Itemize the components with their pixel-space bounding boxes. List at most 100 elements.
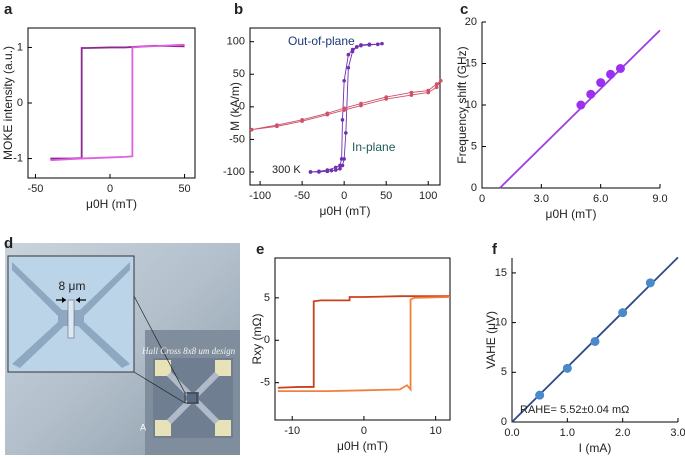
data-point xyxy=(338,166,342,171)
y-tick-label: 10 xyxy=(495,317,507,329)
data-point xyxy=(367,43,372,47)
image-marker: A xyxy=(140,422,146,432)
y-tick-label: 50 xyxy=(233,68,245,80)
x-tick-label: -100 xyxy=(249,190,271,202)
data-point xyxy=(339,157,344,161)
y-axis-label: Rxy (mΩ) xyxy=(250,314,264,365)
x-tick-label: -10 xyxy=(284,425,300,437)
series-line xyxy=(277,296,451,393)
data-point xyxy=(350,49,355,54)
data-point xyxy=(586,89,596,99)
x-tick-label: 1.0 xyxy=(560,427,575,439)
y-tick-label: 15 xyxy=(465,57,477,69)
y-tick-label: 0 xyxy=(501,416,507,428)
x-axis-label: μ0H (mT) xyxy=(546,207,597,221)
y-tick-label: 5 xyxy=(501,366,507,378)
series-label: In-plane xyxy=(352,140,396,154)
data-point xyxy=(333,165,338,170)
x-tick-label: 9.0 xyxy=(652,193,667,205)
data-point xyxy=(354,45,359,49)
x-tick-label: 50 xyxy=(178,183,190,195)
y-tick-label: 10 xyxy=(465,99,477,111)
plot-frame xyxy=(27,27,196,179)
y-tick-label: -100 xyxy=(223,166,245,178)
data-point xyxy=(426,88,431,93)
data-point xyxy=(325,111,330,116)
data-point xyxy=(562,363,572,373)
annotation: 300 K xyxy=(272,164,301,176)
data-point xyxy=(375,42,380,47)
y-tick-label: 1 xyxy=(17,41,23,53)
y-tick-label: -5 xyxy=(260,377,270,389)
x-tick-label: 3.0 xyxy=(534,193,549,205)
x-axis-label: μ0H (mT) xyxy=(86,197,137,211)
data-point xyxy=(409,93,414,97)
data-point xyxy=(409,90,414,95)
y-tick-label: 0 xyxy=(471,182,477,194)
data-point xyxy=(300,118,304,122)
y-tick-label: -50 xyxy=(229,133,245,145)
data-point xyxy=(645,278,655,288)
y-tick-label: 0 xyxy=(17,97,23,109)
panel-letter: a xyxy=(4,1,13,18)
data-point xyxy=(615,63,625,73)
series-label: Out-of-plane xyxy=(288,34,355,48)
data-point xyxy=(342,78,346,83)
data-point xyxy=(249,127,254,132)
x-tick-label: 0 xyxy=(341,190,347,202)
x-tick-label: 100 xyxy=(419,190,437,202)
x-tick-label: 6.0 xyxy=(593,193,608,205)
x-tick-label: 0 xyxy=(479,193,485,205)
axes xyxy=(481,22,660,189)
annotation: RAHE= 5.52±0.04 mΩ xyxy=(520,404,629,416)
y-tick-label: 5 xyxy=(471,140,477,152)
series-line xyxy=(277,295,450,389)
data-point xyxy=(344,131,348,135)
series-line xyxy=(50,43,185,162)
data-point xyxy=(359,101,363,106)
x-tick-label: 3.0 xyxy=(670,427,685,439)
panel-letter: d xyxy=(4,235,13,252)
data-point xyxy=(338,163,342,168)
plot-frame xyxy=(274,257,451,421)
x-tick-label: 10 xyxy=(430,425,442,437)
y-tick-label: 5 xyxy=(264,292,270,304)
data-point xyxy=(275,123,279,127)
data-point xyxy=(333,168,338,172)
y-tick-label: 0 xyxy=(239,101,245,113)
series-line xyxy=(50,44,185,160)
panel-letter: c xyxy=(460,1,468,18)
data-point xyxy=(434,85,439,90)
data-point xyxy=(342,157,346,161)
x-tick-label: -50 xyxy=(28,183,44,195)
x-axis-label: μ0H (mT) xyxy=(337,439,388,453)
data-point xyxy=(317,170,321,174)
y-tick-label: 15 xyxy=(495,267,507,279)
y-tick-label: -1 xyxy=(13,152,23,164)
panel-letter: f xyxy=(492,241,498,258)
data-point xyxy=(535,390,545,400)
data-point xyxy=(329,168,334,173)
data-point xyxy=(346,52,351,57)
y-axis-label: MOKE intensity (a.u.) xyxy=(1,46,15,160)
x-tick-label: 2.0 xyxy=(615,427,630,439)
x-tick-label: 0 xyxy=(361,425,367,437)
image-caption: Hall Cross 8x8 um design xyxy=(141,346,236,356)
x-axis-label: μ0H (mT) xyxy=(320,204,371,218)
x-tick-label: 50 xyxy=(380,190,392,202)
data-point xyxy=(384,95,388,99)
y-tick-label: 20 xyxy=(465,16,477,28)
scale-bar-label: 8 μm xyxy=(59,279,86,293)
data-point xyxy=(606,69,616,79)
panel-letter: b xyxy=(234,1,243,18)
data-point xyxy=(340,163,345,168)
data-point xyxy=(308,170,313,174)
data-point xyxy=(325,169,330,174)
x-tick-label: -50 xyxy=(294,190,310,202)
data-point xyxy=(340,118,345,122)
data-point xyxy=(380,41,384,46)
data-point xyxy=(359,43,363,48)
x-tick-label: 0 xyxy=(107,183,113,195)
data-point xyxy=(590,336,600,346)
